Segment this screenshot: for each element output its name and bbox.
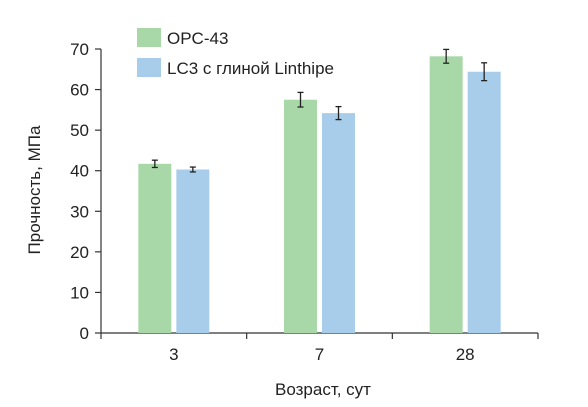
y-tick-label: 20 bbox=[70, 243, 89, 262]
bar bbox=[467, 71, 501, 333]
x-axis: 3 7 28 bbox=[100, 332, 539, 364]
y-tick-label: 40 bbox=[70, 162, 89, 181]
bar bbox=[284, 99, 317, 333]
legend-swatch bbox=[137, 58, 161, 77]
y-tick-label: 10 bbox=[70, 283, 89, 302]
x-tick-label: 28 bbox=[456, 345, 475, 364]
x-tick-label: 3 bbox=[169, 345, 178, 364]
bar bbox=[176, 169, 210, 333]
y-tick-label: 70 bbox=[70, 40, 89, 59]
y-tick-label: 50 bbox=[70, 121, 89, 140]
bar bbox=[138, 163, 172, 333]
legend-swatch bbox=[137, 28, 161, 47]
legend: OPC-43 LC3 с глиной Linthipe bbox=[137, 28, 334, 78]
y-tick-label: 0 bbox=[80, 324, 89, 343]
x-tick-label: 7 bbox=[315, 345, 324, 364]
y-tick-label: 60 bbox=[70, 81, 89, 100]
x-axis-title: Возраст, сут bbox=[275, 380, 371, 399]
bars bbox=[138, 48, 501, 333]
y-axis: 0 10 20 30 40 50 60 70 bbox=[70, 40, 102, 343]
legend-label: LC3 с глиной Linthipe bbox=[167, 59, 334, 78]
y-axis-title: Прочность, МПа bbox=[25, 125, 44, 254]
legend-label: OPC-43 bbox=[167, 29, 228, 48]
bar bbox=[429, 56, 463, 333]
y-tick-label: 30 bbox=[70, 202, 89, 221]
bar bbox=[322, 113, 355, 333]
